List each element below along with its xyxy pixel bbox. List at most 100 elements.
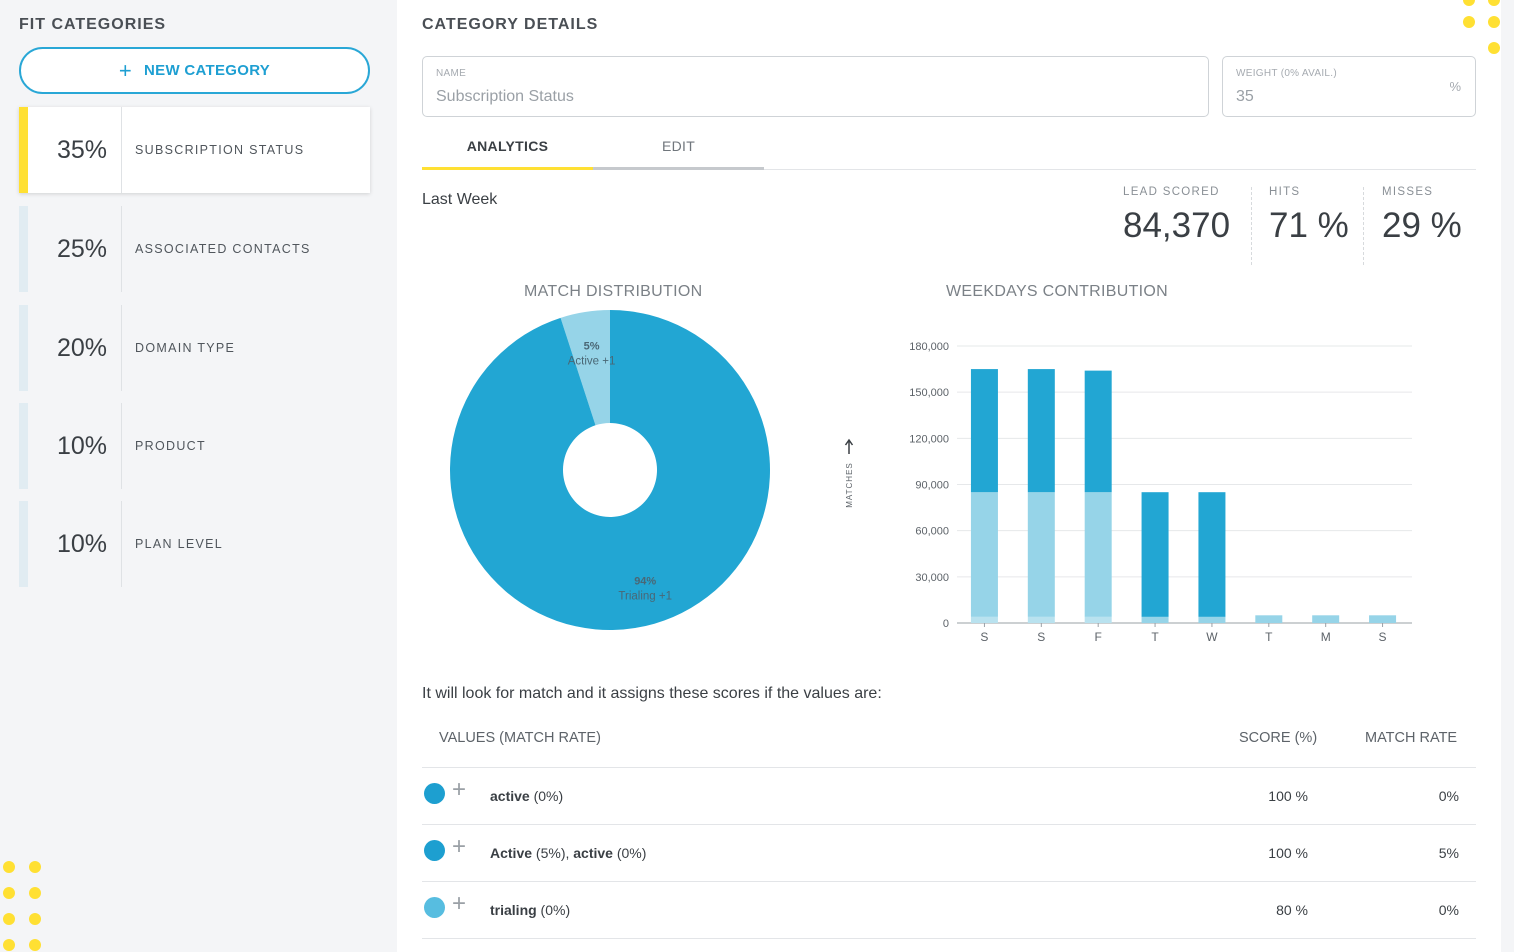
bar-segment	[1369, 615, 1397, 623]
pie-slice-label: Trialing +1	[618, 591, 672, 603]
category-item-plan-level[interactable]: 10% PLAN LEVEL	[19, 501, 370, 587]
stat-value: 29 %	[1382, 206, 1462, 245]
category-percent: 10%	[28, 501, 122, 587]
match-distribution-chart: 5% Active +1 94% Trialing +1	[450, 310, 770, 630]
category-indicator	[19, 501, 28, 587]
bar-segment	[1027, 369, 1055, 493]
category-indicator	[19, 107, 28, 193]
x-tick-label: T	[1265, 630, 1273, 644]
right-gutter	[1501, 0, 1514, 952]
category-label: DOMAIN TYPE	[135, 341, 236, 355]
sidebar-title: FIT CATEGORIES	[19, 16, 167, 33]
row-score: 100 %	[1268, 845, 1308, 861]
category-details-panel: CATEGORY DETAILS NAME Subscription Statu…	[397, 0, 1501, 952]
row-values: active (0%)	[490, 788, 564, 804]
details-title: CATEGORY DETAILS	[422, 16, 599, 33]
category-percent: 35%	[28, 107, 122, 193]
pie-slice-percent: 94%	[634, 576, 656, 588]
arrow-up-icon	[844, 438, 854, 454]
category-indicator	[19, 305, 28, 391]
row-score: 100 %	[1268, 788, 1308, 804]
bar-segment	[1255, 615, 1283, 623]
row-match-rate: 0%	[1438, 902, 1459, 918]
pie-slice-percent: 5%	[584, 340, 600, 352]
category-indicator	[19, 403, 28, 489]
bar-segment	[970, 492, 998, 617]
category-label: PLAN LEVEL	[135, 537, 224, 551]
category-label: ASSOCIATED CONTACTS	[135, 242, 311, 256]
stat-hits: HITS 71 %	[1269, 186, 1349, 266]
x-tick-label: T	[1151, 630, 1159, 644]
x-tick-label: S	[980, 630, 988, 644]
weight-field[interactable]: WEIGHT (0% AVAIL.) 35 %	[1222, 56, 1476, 117]
new-category-label: NEW CATEGORY	[144, 62, 271, 79]
bar-segment	[970, 369, 998, 493]
bar-segment	[1084, 492, 1112, 617]
bar-segment	[1141, 492, 1169, 617]
add-icon[interactable]: +	[452, 890, 467, 917]
category-indicator	[19, 206, 28, 292]
row-values: Active (5%), active (0%)	[490, 845, 647, 861]
category-item-product[interactable]: 10% PRODUCT	[19, 403, 370, 489]
stat-misses: MISSES 29 %	[1382, 186, 1462, 266]
name-field[interactable]: NAME Subscription Status	[422, 56, 1209, 117]
row-match-rate: 0%	[1438, 788, 1459, 804]
category-item-subscription-status[interactable]: 35% SUBSCRIPTION STATUS	[19, 107, 370, 193]
bar-chart-title: WEEKDAYS CONTRIBUTION	[946, 283, 1169, 300]
bar-segment	[1084, 370, 1112, 493]
category-label: PRODUCT	[135, 439, 206, 453]
column-header-values: VALUES (MATCH RATE)	[439, 730, 601, 746]
pie-slice-label: Active +1	[568, 355, 616, 367]
new-category-button[interactable]: + NEW CATEGORY	[19, 47, 370, 94]
weight-field-suffix: %	[1449, 79, 1461, 94]
y-tick-label: 150,000	[909, 387, 949, 399]
stat-divider	[1251, 187, 1252, 265]
table-row: + active (0%) 100 % 0%	[422, 768, 1476, 825]
weekdays-contribution-chart: 0 30,000 60,000 90,000 120,000 150,000 180,000…	[844, 341, 1412, 644]
add-icon[interactable]: +	[452, 776, 467, 803]
sidebar: FIT CATEGORIES + NEW CATEGORY 35% SUBSCR…	[0, 0, 392, 952]
y-tick-label: 60,000	[915, 526, 949, 538]
stat-value: 84,370	[1123, 206, 1231, 245]
bar-segment	[1084, 616, 1112, 623]
bar-segment	[1198, 492, 1226, 617]
weight-field-label: WEIGHT (0% AVAIL.)	[1236, 68, 1337, 79]
stat-label: MISSES	[1382, 186, 1434, 198]
pie-slice	[450, 310, 770, 630]
table-header: VALUES (MATCH RATE) SCORE (%) MATCH RATE	[422, 728, 1476, 768]
bar-segment	[970, 616, 998, 623]
y-axis-label: MATCHES	[845, 462, 854, 508]
add-icon[interactable]: +	[452, 833, 467, 860]
tab-bar: ANALYTICS EDIT	[422, 124, 1476, 170]
weight-field-value: 35	[1236, 88, 1254, 105]
y-tick-label: 120,000	[909, 433, 949, 445]
tab-analytics[interactable]: ANALYTICS	[422, 124, 593, 170]
y-tick-label: 30,000	[915, 572, 949, 584]
row-values: trialing (0%)	[490, 902, 571, 918]
row-match-rate: 5%	[1438, 845, 1459, 861]
stat-value: 71 %	[1269, 206, 1349, 245]
x-tick-label: S	[1037, 630, 1045, 644]
bar-segment	[1312, 615, 1340, 623]
category-percent: 25%	[28, 206, 122, 292]
stat-label: LEAD SCORED	[1123, 186, 1220, 198]
table-row: + trialing (0%) 80 % 0%	[422, 882, 1476, 939]
tab-edit[interactable]: EDIT	[593, 124, 764, 170]
row-score: 80 %	[1276, 902, 1308, 918]
stat-lead-scored: LEAD SCORED 84,370	[1123, 186, 1230, 266]
y-tick-label: 0	[943, 618, 949, 630]
value-color-dot	[424, 840, 445, 861]
value-color-dot	[424, 897, 445, 918]
value-color-dot	[424, 783, 445, 804]
column-header-score: SCORE (%)	[1239, 730, 1318, 746]
category-item-domain-type[interactable]: 20% DOMAIN TYPE	[19, 305, 370, 391]
name-field-label: NAME	[436, 68, 467, 79]
period-label: Last Week	[422, 191, 498, 208]
category-label: SUBSCRIPTION STATUS	[135, 143, 305, 157]
name-field-value: Subscription Status	[436, 88, 574, 105]
table-row: + Active (5%), active (0%) 100 % 5%	[422, 825, 1476, 882]
bar-segment	[1141, 616, 1169, 623]
pie-chart-title: MATCH DISTRIBUTION	[524, 283, 703, 300]
bar-segment	[1198, 616, 1226, 623]
category-item-associated-contacts[interactable]: 25% ASSOCIATED CONTACTS	[19, 206, 370, 292]
